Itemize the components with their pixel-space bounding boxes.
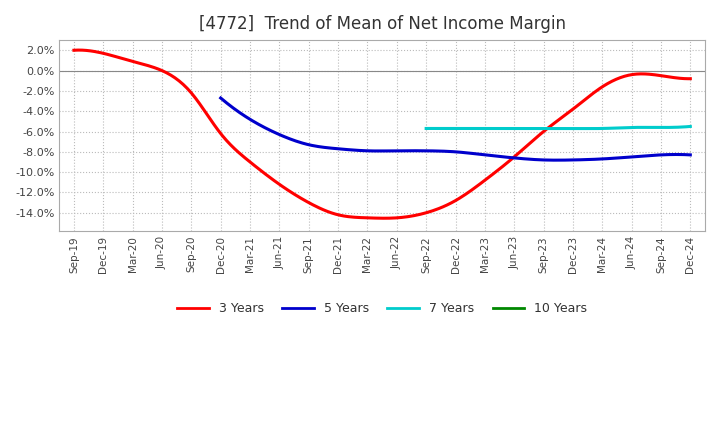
Title: [4772]  Trend of Mean of Net Income Margin: [4772] Trend of Mean of Net Income Margi… [199, 15, 566, 33]
Legend: 3 Years, 5 Years, 7 Years, 10 Years: 3 Years, 5 Years, 7 Years, 10 Years [172, 297, 592, 320]
